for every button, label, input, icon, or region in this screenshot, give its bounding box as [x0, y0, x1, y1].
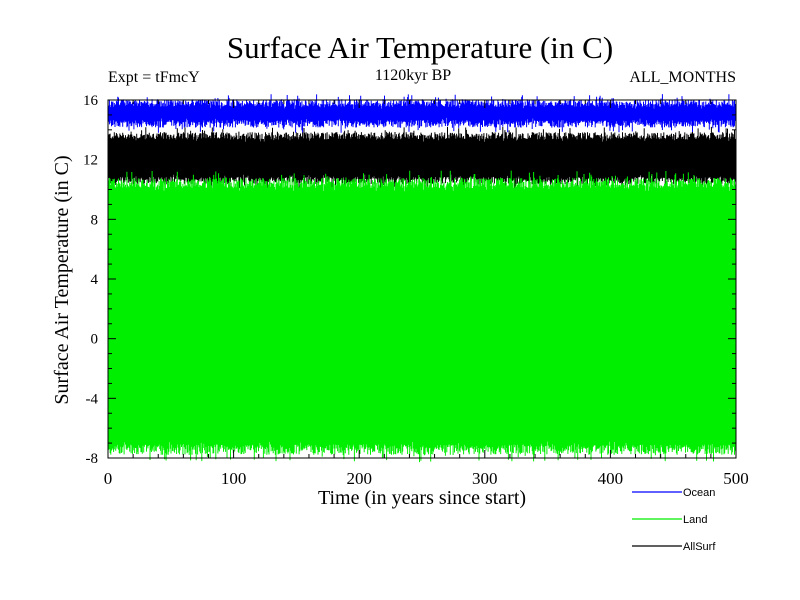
x-tick-label: 100	[221, 469, 247, 488]
y-axis-label: Surface Air Temperature (in C)	[51, 155, 73, 404]
legend-label-land: Land	[683, 514, 707, 526]
y-tick-label: 0	[91, 332, 99, 348]
x-tick-label: 500	[723, 469, 749, 488]
x-tick-label: 400	[598, 469, 624, 488]
plot-area	[107, 94, 737, 463]
legend-label-ocean: Ocean	[683, 487, 715, 499]
legend: Ocean Land AllSurf	[632, 487, 716, 553]
y-tick-label: 12	[83, 153, 98, 169]
x-tick-label: 200	[346, 469, 372, 488]
y-tick-label: 16	[83, 93, 99, 109]
x-tick-label: 0	[104, 469, 113, 488]
series-land	[107, 170, 737, 463]
subtitle-months: ALL_MONTHS	[629, 69, 736, 86]
y-tick-label: -8	[86, 451, 99, 467]
x-axis-label: Time (in years since start)	[318, 487, 526, 509]
y-tick-label: 4	[91, 272, 99, 288]
axes: 0 100 200 300 400 500 16 12 8 4 0 -4 -8	[83, 93, 749, 488]
subtitle-period: 1120kyr BP	[375, 67, 451, 84]
legend-label-allsurf: AllSurf	[683, 541, 716, 553]
x-tick-label: 300	[472, 469, 498, 488]
subtitle-experiment: Expt = tFmcY	[108, 69, 200, 86]
y-tick-label: 8	[91, 212, 99, 228]
chart-title: Surface Air Temperature (in C)	[227, 30, 613, 65]
y-tick-label: -4	[86, 391, 99, 407]
